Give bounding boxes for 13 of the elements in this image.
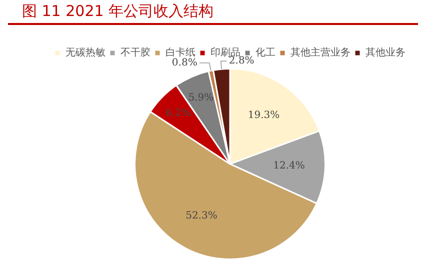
data-label: 5.9% [188, 92, 214, 104]
legend-label: 白卡纸 [166, 46, 196, 59]
data-label: 52.3% [186, 210, 218, 222]
legend-label: 其他主营业务 [290, 46, 350, 59]
data-label: 6.2% [166, 108, 192, 119]
data-label: 19.3% [248, 110, 280, 122]
legend-label: 不干胶 [120, 46, 150, 59]
data-label: 0.8% [172, 57, 198, 68]
legend-label: 无碳热敏 [66, 46, 106, 59]
legend-label: 其他业务 [366, 46, 406, 59]
data-label: 12.4% [273, 160, 305, 172]
legend-label: 化工 [256, 46, 276, 59]
chart-title: 图 11 2021 年公司收入结构 [8, 0, 418, 25]
